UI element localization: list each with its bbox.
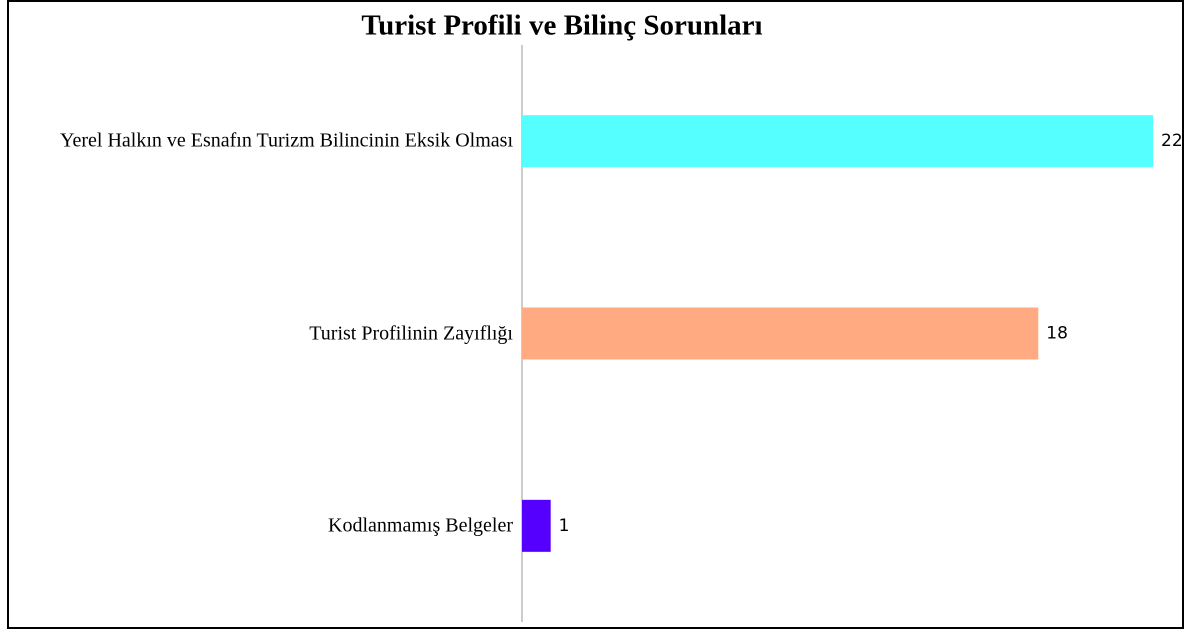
bar	[522, 499, 551, 552]
bar	[522, 115, 1153, 168]
bar	[522, 307, 1039, 360]
category-label: Yerel Halkın ve Esnafın Turizm Bilincini…	[60, 129, 513, 152]
chart-title: Turist Profili ve Bilinç Sorunları	[361, 10, 762, 42]
category-label: Turist Profilinin Zayıflığı	[309, 322, 513, 344]
value-label: 18	[1046, 324, 1068, 344]
value-label: 22	[1161, 131, 1183, 151]
frame	[7, 0, 1184, 629]
value-label: 1	[559, 516, 570, 536]
category-label: Kodlanmamış Belgeler	[328, 514, 513, 537]
